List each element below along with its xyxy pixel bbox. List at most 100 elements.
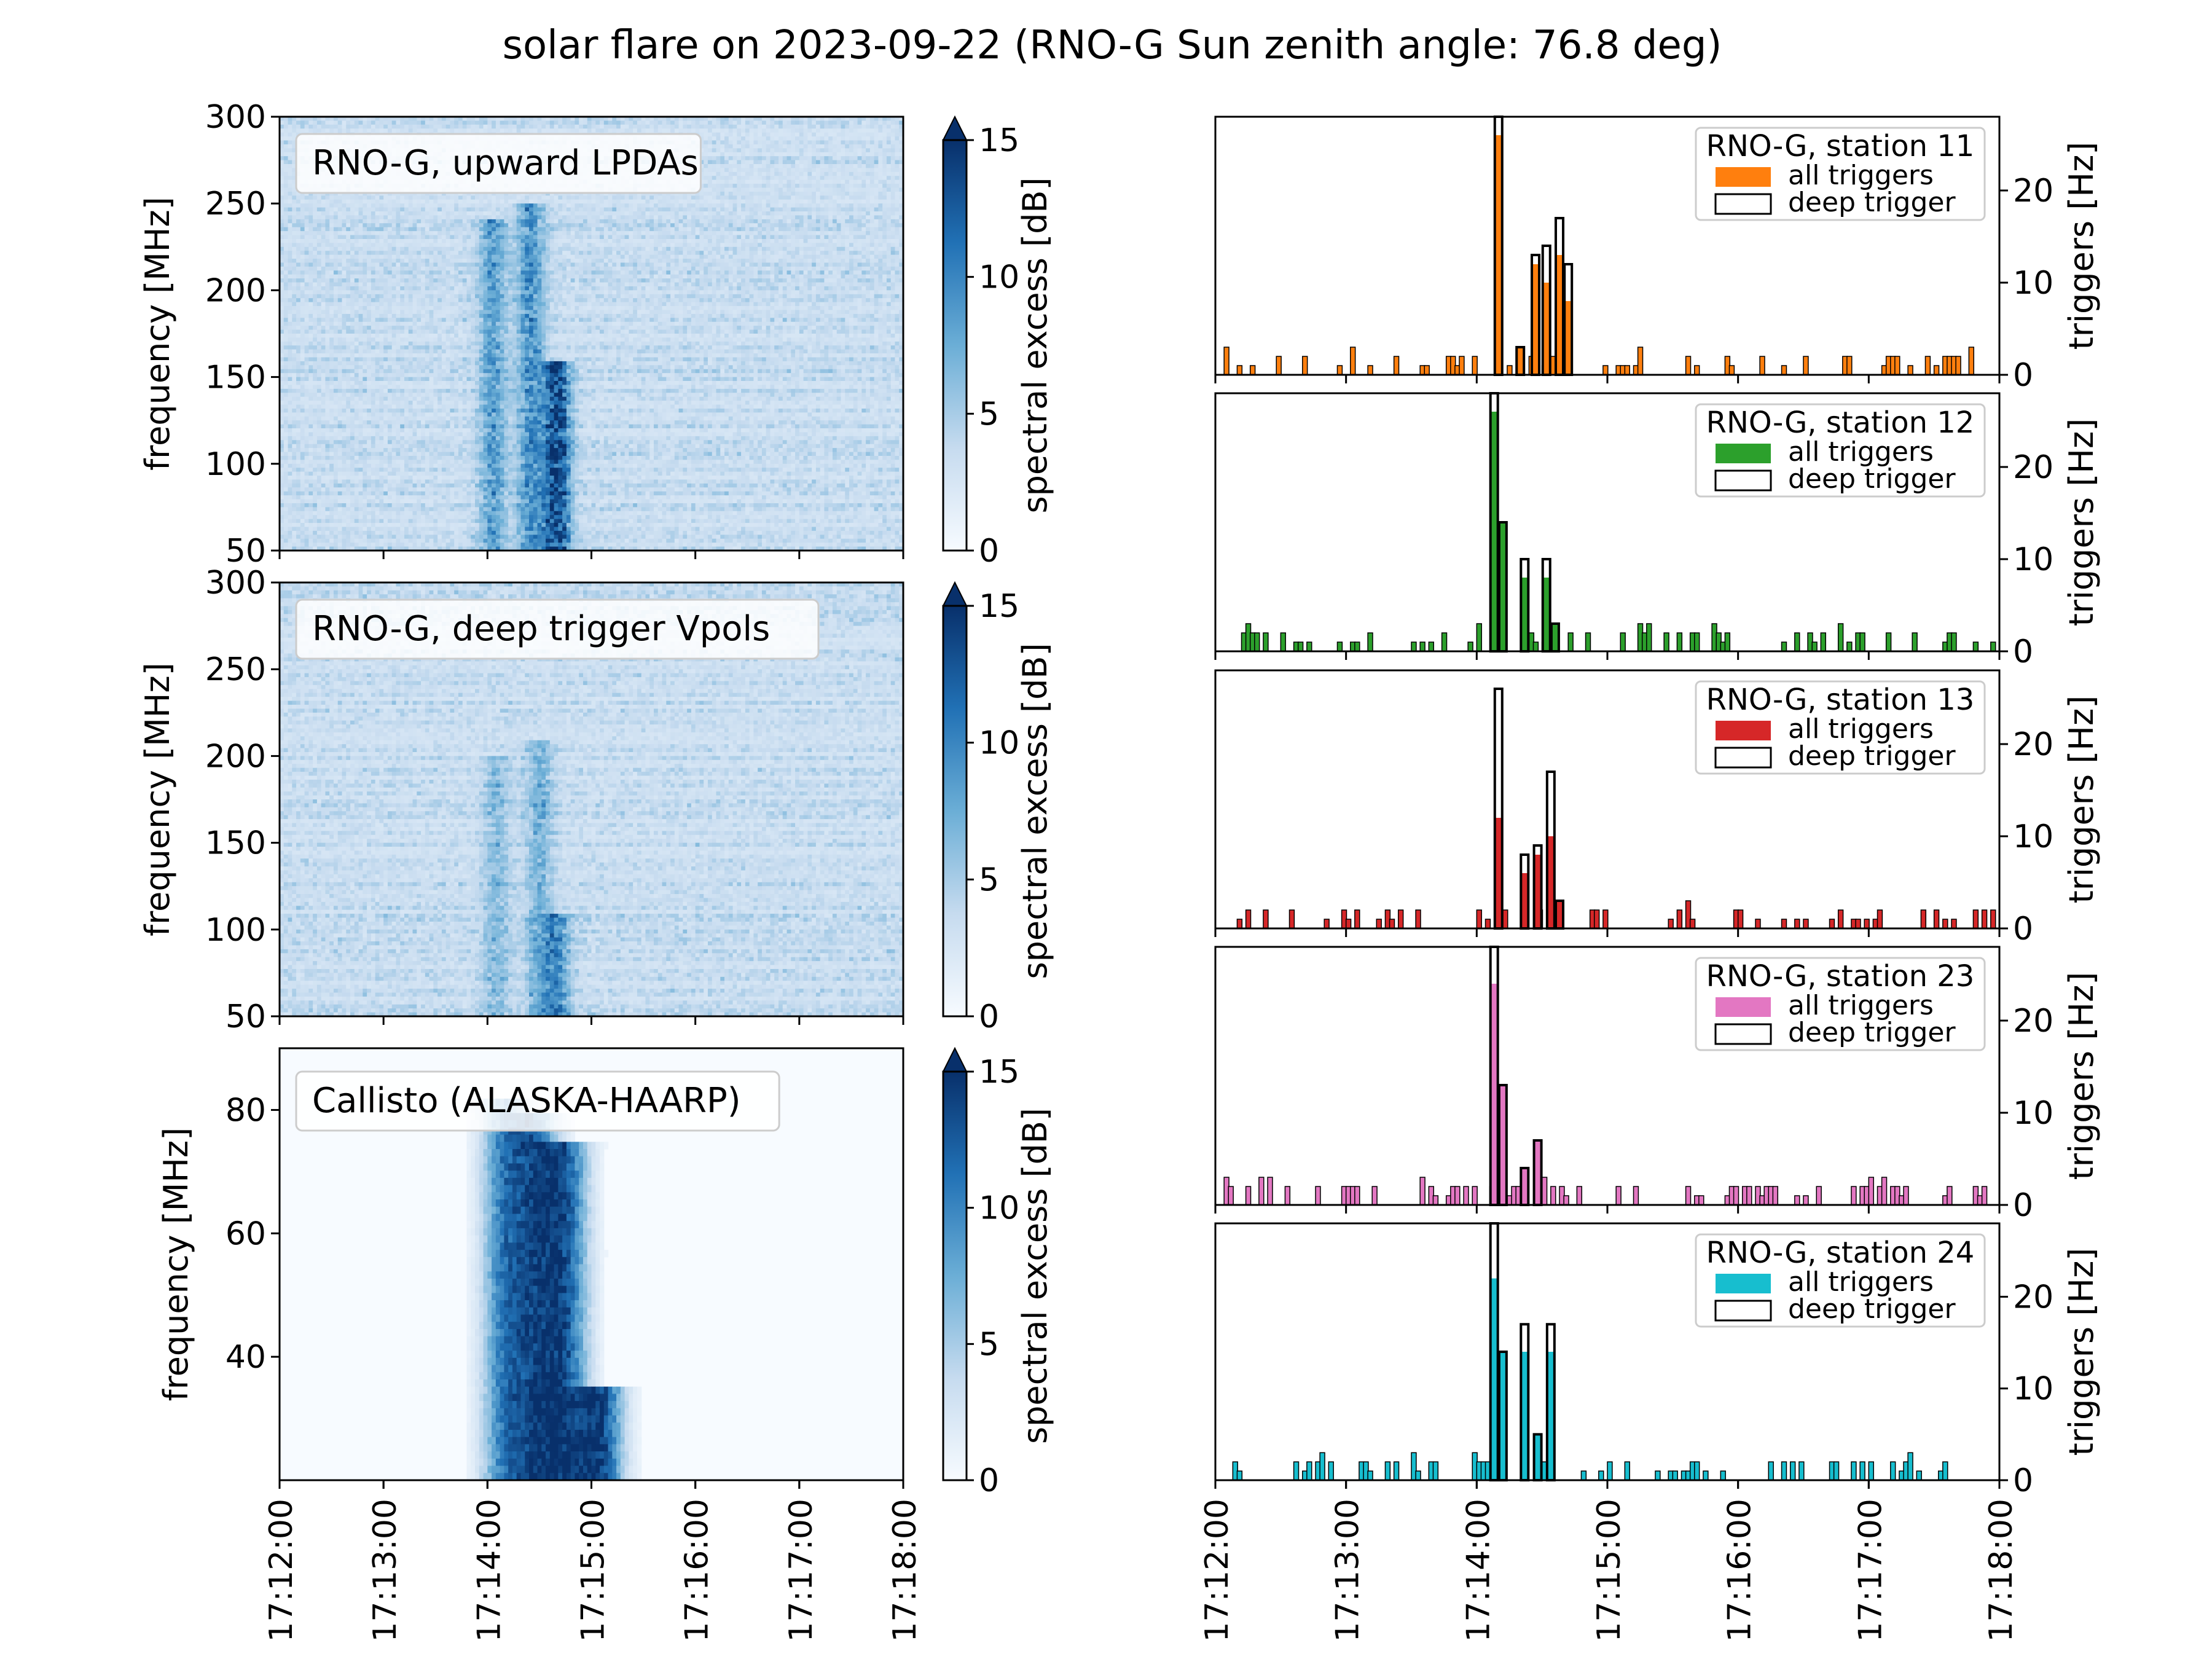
heatmap-cell <box>753 125 758 129</box>
heatmap-cell <box>733 160 737 165</box>
heatmap-cell <box>421 128 425 133</box>
heatmap-cell <box>841 200 845 204</box>
heatmap-cell <box>795 141 799 145</box>
heatmap-cell <box>841 136 845 141</box>
heatmap-cell <box>305 203 309 208</box>
heatmap-cell <box>853 219 858 224</box>
heatmap-cell <box>791 215 795 219</box>
heatmap-cell <box>882 164 887 168</box>
heatmap-cell <box>837 120 841 125</box>
heatmap-cell <box>496 208 500 212</box>
heatmap-cell <box>446 227 450 232</box>
heatmap-cell <box>729 136 733 141</box>
heatmap-cell <box>874 144 879 149</box>
heatmap-cell <box>558 208 562 212</box>
heatmap-cell <box>783 172 787 176</box>
heatmap-cell <box>579 125 583 129</box>
heatmap-cell <box>346 128 350 133</box>
heatmap-cell <box>729 200 733 204</box>
heatmap-cell <box>820 136 825 141</box>
heatmap-cell <box>866 184 870 188</box>
heatmap-cell <box>733 211 737 216</box>
heatmap-cell <box>845 141 849 145</box>
heatmap-cell <box>849 133 853 137</box>
heatmap-cell <box>562 227 567 232</box>
heatmap-cell <box>737 195 741 200</box>
heatmap-cell <box>750 168 754 172</box>
heatmap-cell <box>737 172 741 176</box>
heatmap-cell <box>816 125 820 129</box>
heatmap-cell <box>679 215 683 219</box>
heatmap-cell <box>841 148 845 152</box>
heatmap-cell <box>741 152 745 157</box>
heatmap-cell <box>454 120 458 125</box>
heatmap-cell <box>874 125 879 129</box>
heatmap-cell <box>554 231 559 235</box>
heatmap-cell <box>475 120 479 125</box>
heatmap-cell <box>882 208 887 212</box>
heatmap-cell <box>878 192 882 196</box>
heatmap-cell <box>409 223 413 227</box>
heatmap-cell <box>882 136 887 141</box>
heatmap-cell <box>637 120 641 125</box>
heatmap-cell <box>388 120 392 125</box>
heatmap-cell <box>891 176 895 180</box>
heatmap-cell <box>812 188 816 192</box>
heatmap-cell <box>708 188 712 192</box>
heatmap-cell <box>861 219 866 224</box>
heatmap-cell <box>870 195 874 200</box>
heatmap-cell <box>492 223 496 227</box>
heatmap-cell <box>720 176 724 180</box>
heatmap-cell <box>758 184 762 188</box>
heatmap-cell <box>529 211 533 216</box>
heatmap-cell <box>895 188 899 192</box>
figure-title: solar flare on 2023-09-22 (RNO-G Sun zen… <box>503 23 1722 68</box>
heatmap-cell <box>308 231 313 235</box>
heatmap-cell <box>604 223 608 227</box>
heatmap-cell <box>887 136 891 141</box>
heatmap-cell <box>500 200 504 204</box>
heatmap-cell <box>379 120 383 125</box>
heatmap-cell <box>600 227 604 232</box>
heatmap-cell <box>841 219 845 224</box>
heatmap-cell <box>288 180 292 184</box>
heatmap-cell <box>520 203 525 208</box>
heatmap-cell <box>766 223 771 227</box>
heatmap-cell <box>675 120 679 125</box>
heatmap-cell <box>355 128 359 133</box>
heatmap-cell <box>350 219 355 224</box>
heatmap-cell <box>437 195 442 200</box>
heatmap-cell <box>858 227 862 232</box>
heatmap-cell <box>724 152 729 157</box>
heatmap-cell <box>604 125 608 129</box>
heatmap-cell <box>554 219 559 224</box>
heatmap-cell <box>807 223 812 227</box>
heatmap-cell <box>849 215 853 219</box>
heatmap-cell <box>571 208 575 212</box>
heatmap-cell <box>670 200 675 204</box>
heatmap-cell <box>866 141 870 145</box>
heatmap-cell <box>508 231 512 235</box>
heatmap-cell <box>587 200 592 204</box>
heatmap-cell <box>724 168 729 172</box>
heatmap-cell <box>500 223 504 227</box>
heatmap-cell <box>845 152 849 157</box>
heatmap-cell <box>654 219 658 224</box>
heatmap-cell <box>450 208 454 212</box>
heatmap-cell <box>629 223 633 227</box>
heatmap-cell <box>791 144 795 149</box>
heatmap-cell <box>833 211 837 216</box>
heatmap-cell <box>454 128 458 133</box>
heatmap-cell <box>629 203 633 208</box>
heatmap-cell <box>887 215 891 219</box>
heatmap-cell <box>816 160 820 165</box>
heatmap-cell <box>758 144 762 149</box>
heatmap-cell <box>791 184 795 188</box>
heatmap-cell <box>820 128 825 133</box>
heatmap-cell <box>546 211 550 216</box>
heatmap-cell <box>479 219 484 224</box>
heatmap-cell <box>745 152 750 157</box>
heatmap-cell <box>708 180 712 184</box>
heatmap-cell <box>338 219 342 224</box>
heatmap-cell <box>571 219 575 224</box>
